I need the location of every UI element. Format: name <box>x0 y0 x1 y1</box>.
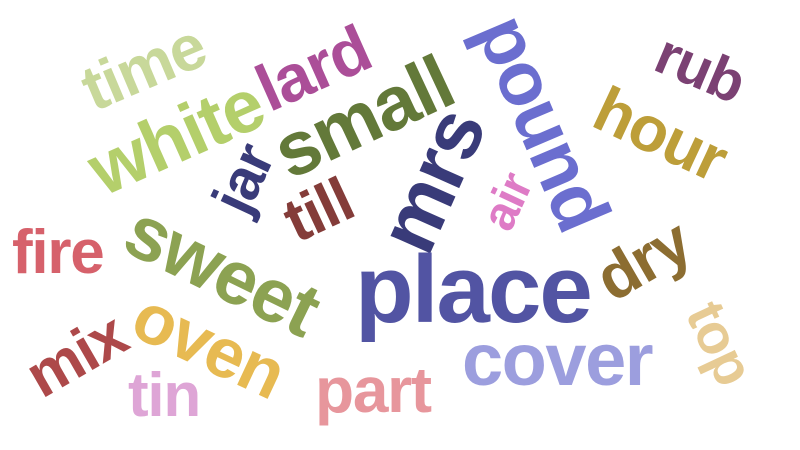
word-mix: mix <box>14 299 139 412</box>
word-place: place <box>355 236 593 343</box>
word-fire: fire <box>12 218 105 287</box>
word-till: till <box>273 165 364 257</box>
word-dry: dry <box>583 204 703 316</box>
word-top: top <box>674 291 767 395</box>
word-cover: cover <box>462 318 654 401</box>
word-tin: tin <box>128 361 201 430</box>
word-part: part <box>315 354 432 426</box>
